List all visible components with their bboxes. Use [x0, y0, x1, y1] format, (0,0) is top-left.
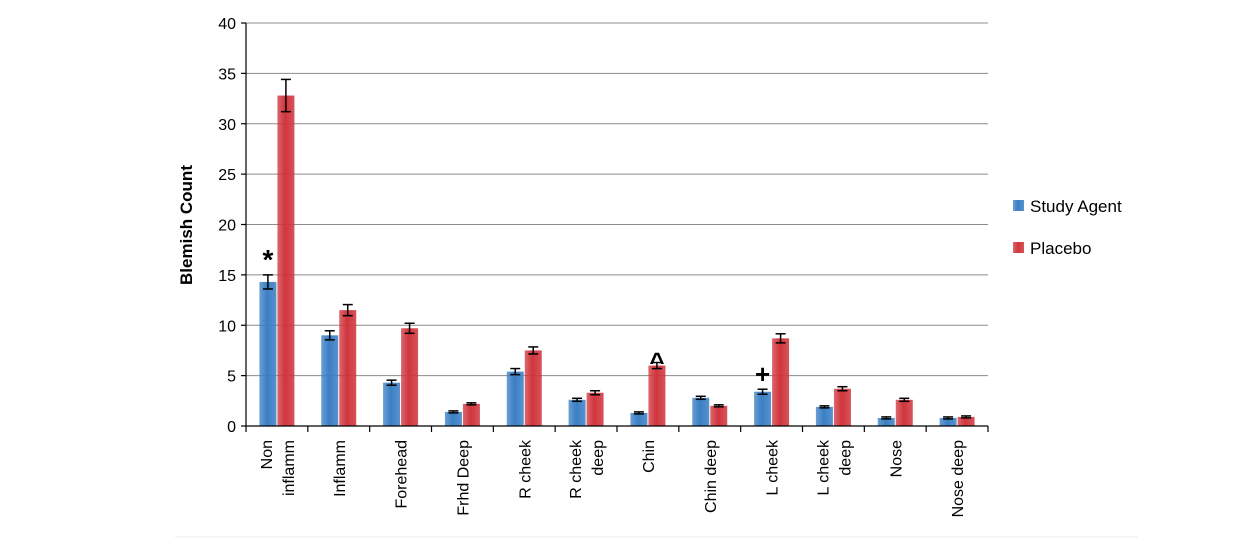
gridlines — [246, 22, 988, 377]
bar-study-agent — [877, 417, 895, 426]
x-tick-label: Nose — [888, 440, 905, 477]
y-tick-label: 30 — [218, 117, 236, 134]
x-tick-label: R cheek — [517, 439, 534, 499]
legend-swatch-study-agent — [1013, 200, 1024, 211]
bar-study-agent — [692, 397, 710, 426]
bar-study-agent — [939, 417, 957, 426]
x-tick-label: Forehead — [394, 440, 411, 509]
bar-placebo — [339, 310, 357, 426]
axes — [241, 22, 989, 432]
bar-placebo — [401, 328, 419, 426]
y-tick-label: 25 — [218, 167, 236, 184]
bar-placebo — [772, 338, 790, 426]
bar-study-agent — [815, 406, 833, 426]
bar-placebo — [462, 403, 480, 426]
x-tick-label: Non inflamm — [259, 440, 298, 496]
bar-placebo — [895, 399, 913, 426]
x-tick-label: L cheek — [765, 439, 782, 495]
bar-placebo — [710, 405, 728, 426]
bar-study-agent — [321, 335, 339, 426]
bar-placebo — [833, 388, 851, 426]
bar-placebo — [524, 350, 542, 426]
annotation-mark: + — [755, 359, 770, 389]
legend-label: Study Agent — [1030, 197, 1122, 216]
x-tick-label: Chin — [641, 440, 658, 473]
bar-study-agent — [383, 382, 401, 426]
bar-study-agent — [444, 411, 462, 426]
bar-placebo — [648, 365, 666, 426]
y-tick-label: 15 — [218, 268, 236, 285]
y-tick-label: 20 — [218, 218, 236, 235]
y-tick-label: 35 — [218, 66, 236, 83]
x-tick-label: L cheek deep — [815, 439, 854, 495]
legend: Study Agent Placebo — [1013, 197, 1122, 258]
annotation-mark: ^ — [649, 347, 664, 377]
y-tick-label: 10 — [218, 318, 236, 335]
bars — [259, 78, 975, 426]
bar-study-agent — [259, 281, 277, 426]
bar-study-agent — [568, 399, 586, 426]
annotation-mark: * — [262, 244, 273, 275]
bar-placebo — [957, 416, 975, 426]
labels: 0 5 10 15 20 25 30 35 40 Non inflamm Inflamm Forehea… — [218, 16, 967, 517]
y-axis-title: Blemish Count — [177, 165, 196, 285]
x-tick-label: Inflamm — [332, 440, 349, 497]
bar-study-agent — [630, 412, 648, 426]
bar-placebo — [586, 392, 604, 426]
x-tick-label: Chin deep — [703, 440, 720, 513]
x-tick-label: Nose deep — [950, 440, 967, 517]
legend-swatch-placebo — [1013, 242, 1024, 253]
legend-label: Placebo — [1030, 239, 1091, 258]
bar-study-agent — [754, 391, 772, 426]
bar-placebo — [277, 95, 295, 426]
y-tick-label: 0 — [227, 419, 236, 436]
y-tick-label: 5 — [227, 369, 236, 386]
x-tick-label: Frhd Deep — [455, 440, 472, 516]
y-tick-label: 40 — [218, 16, 236, 33]
x-tick-label: R cheek deep — [568, 439, 607, 499]
bar-study-agent — [506, 371, 524, 426]
